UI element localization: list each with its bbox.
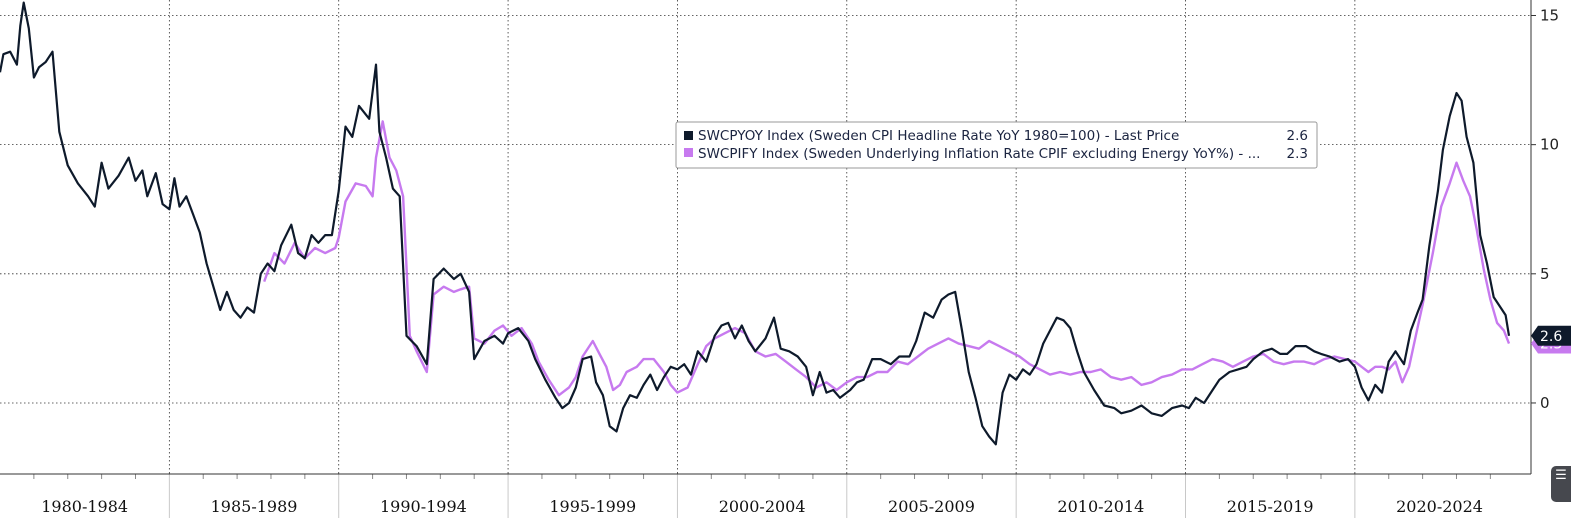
ytick-label-15: 15 bbox=[1540, 6, 1559, 24]
xtick-label-2015-2019: 2015-2019 bbox=[1227, 497, 1314, 516]
legend-label-underlying: SWCPIFY Index (Sweden Underlying Inflati… bbox=[698, 146, 1260, 162]
xtick-label-2010-2014: 2010-2014 bbox=[1057, 497, 1144, 516]
xtick-label-1985-1989: 1985-1989 bbox=[211, 497, 298, 516]
legend-value-underlying: 2.3 bbox=[1287, 146, 1308, 162]
legend-value-headline: 2.6 bbox=[1287, 128, 1308, 144]
legend-swatch-underlying bbox=[684, 148, 693, 157]
ytick-label-5: 5 bbox=[1540, 265, 1550, 283]
xtick-label-1995-1999: 1995-1999 bbox=[549, 497, 636, 516]
ytick-label-0: 0 bbox=[1540, 394, 1550, 412]
chart-options-button[interactable]: ☰ bbox=[1551, 466, 1571, 502]
xtick-label-2005-2009: 2005-2009 bbox=[888, 497, 975, 516]
series-line-underlying bbox=[263, 120, 1511, 397]
last-value-badges: 2.32.6 bbox=[1531, 325, 1571, 354]
xtick-label-2000-2004: 2000-2004 bbox=[719, 497, 806, 516]
legend-swatch-headline bbox=[684, 131, 693, 140]
last-value-badge-headline: 2.6 bbox=[1531, 325, 1571, 346]
legend: SWCPYOY Index (Sweden CPI Headline Rate … bbox=[675, 121, 1318, 169]
last-value-text-headline: 2.6 bbox=[1540, 329, 1562, 345]
xtick-label-1990-1994: 1990-1994 bbox=[380, 497, 467, 516]
legend-box bbox=[675, 121, 1318, 169]
xtick-label-1980-1984: 1980-1984 bbox=[41, 497, 128, 516]
series-lines bbox=[0, 1, 1511, 446]
ytick-label-10: 10 bbox=[1540, 136, 1559, 154]
legend-label-headline: SWCPYOY Index (Sweden CPI Headline Rate … bbox=[698, 128, 1179, 144]
series-line-headline bbox=[0, 1, 1511, 446]
xtick-label-2020-2024: 2020-2024 bbox=[1396, 497, 1483, 516]
